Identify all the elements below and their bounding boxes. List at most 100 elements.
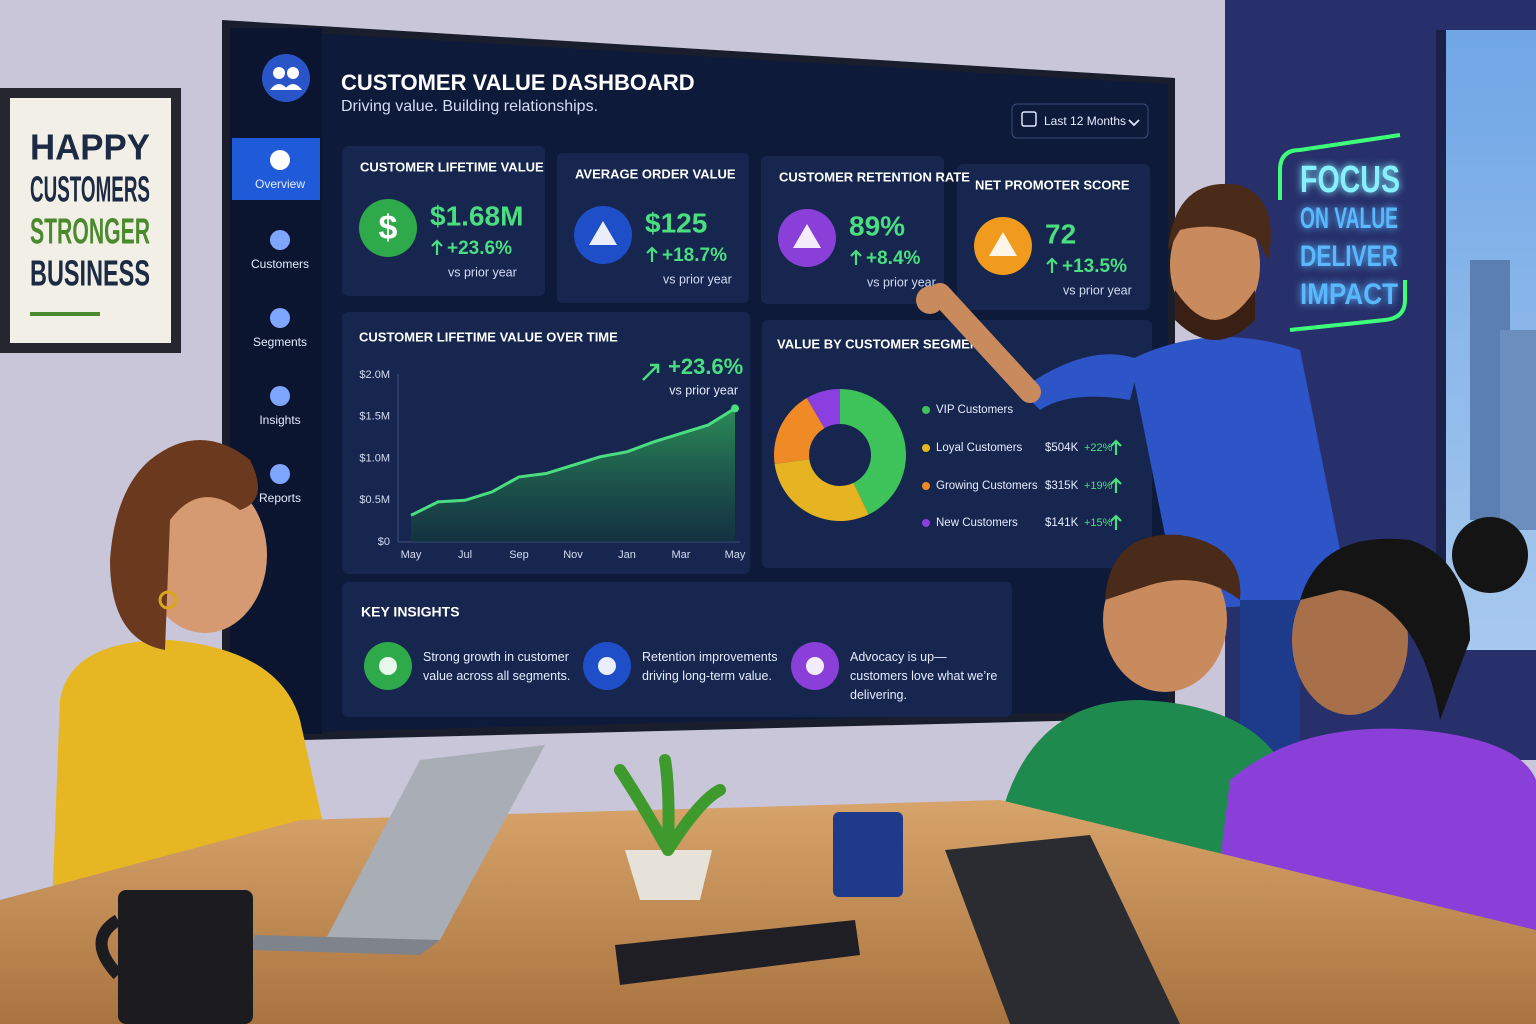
kpi-comparison: vs prior year (448, 265, 517, 279)
y-tick-label: $1.5M (359, 411, 390, 423)
neon-line: DELIVER (1300, 240, 1398, 273)
up-arrow (1110, 477, 1122, 493)
value-label: $504K (1045, 442, 1079, 454)
kpi-label: AVERAGE ORDER VALUE (575, 166, 736, 181)
hair (1105, 534, 1241, 600)
insight-icon-glyph (379, 657, 397, 675)
nav-label[interactable]: Overview (255, 177, 305, 191)
up-arrow (850, 249, 862, 265)
kpi-card (557, 153, 749, 303)
laptop (320, 745, 545, 950)
insight-text: Retention improvements driving long-term… (642, 650, 778, 683)
kpi-value: $125 (645, 207, 707, 238)
calendar-icon (1021, 111, 1037, 127)
mug-handle (95, 914, 123, 980)
earring (158, 590, 178, 610)
trend-icon (642, 363, 660, 381)
x-tick-label: Nov (563, 549, 583, 561)
mug (118, 890, 253, 1024)
dashboard-title: CUSTOMER VALUE DASHBOARD (341, 70, 695, 95)
hair (110, 440, 258, 650)
nav-label[interactable]: Customers (251, 257, 309, 271)
nav-icon (270, 464, 290, 484)
plant-pot (625, 850, 712, 900)
line-series (410, 407, 736, 517)
logo (262, 54, 310, 102)
nav-label[interactable]: Insights (259, 413, 300, 427)
kpi-comparison: vs prior year (867, 275, 936, 289)
presenter-legs (1240, 600, 1300, 750)
kpi-icon (359, 199, 417, 257)
legend-swatch (922, 482, 930, 490)
legend-swatch (922, 444, 930, 452)
pie-slice (774, 459, 869, 521)
insight-icon-glyph (598, 657, 616, 675)
annotation-subtext: vs prior year (669, 383, 738, 397)
chart-title: VALUE BY CUSTOMER SEGMENT (777, 336, 987, 351)
date-filter-label: Last 12 Months (1044, 114, 1126, 128)
x-tick-label: Jan (618, 549, 636, 561)
cards (342, 146, 1152, 717)
change-label: +15% (1084, 517, 1113, 529)
kpi-change: +23.6% (447, 238, 512, 259)
presenter-arm (1020, 354, 1140, 410)
x-tick-label: Mar (672, 549, 691, 561)
pie-slice (806, 389, 840, 429)
kpi-change: +8.4% (866, 248, 921, 269)
nav-icon (270, 308, 290, 328)
sidebar (230, 28, 322, 734)
nav-icon (270, 150, 290, 170)
poster-line: BUSINESS (30, 253, 150, 294)
legend-label: New Customers (936, 517, 1018, 529)
insight-text: Strong growth in customer value across a… (423, 650, 571, 683)
date-filter[interactable] (1011, 103, 1149, 139)
logo-icon (287, 67, 299, 79)
window-frame (1436, 30, 1446, 650)
up-arrow (1110, 514, 1122, 530)
dropdown-caret (1128, 119, 1140, 127)
tablet (945, 835, 1180, 1024)
nav-label[interactable]: Reports (259, 491, 301, 505)
value-label: $141K (1045, 517, 1079, 529)
legend-label: Loyal Customers (936, 442, 1023, 454)
plant (614, 754, 726, 856)
logo-icon (270, 84, 302, 90)
kpi-card (342, 146, 545, 296)
insight-icon-glyph (806, 657, 824, 675)
up-arrow (431, 239, 443, 255)
neon-line: IMPACT (1300, 278, 1398, 311)
nav-icon (270, 386, 290, 406)
y-tick-label: $0 (378, 536, 390, 548)
kpi-change: +18.7% (662, 245, 727, 266)
kpi-comparison: vs prior year (663, 272, 732, 286)
legend-swatch (922, 406, 930, 414)
kpi-icon-glyph (989, 232, 1017, 256)
x-tick-label: Jul (458, 549, 472, 561)
y-tick-label: $0.5M (359, 494, 390, 506)
presenter-forearm (929, 283, 1041, 403)
annotation: +23.6% (668, 354, 743, 379)
legend-swatch (922, 519, 930, 527)
x-tick-label: Sep (509, 549, 529, 561)
poster (10, 98, 171, 343)
kpi-card (761, 156, 944, 304)
nav-label[interactable]: Segments (253, 335, 307, 349)
nav-icon (270, 230, 290, 250)
presenter-beard (1175, 290, 1255, 340)
kpi-label: NET PROMOTER SCORE (975, 177, 1130, 192)
kpi-value: $1.68M (430, 200, 523, 231)
presenter-hair (1168, 183, 1271, 260)
notebook (615, 920, 860, 985)
poster-line: HAPPY (30, 127, 150, 168)
neon-frame (1289, 280, 1407, 332)
hair-bun (1452, 517, 1528, 593)
y-tick-label: $1.0M (359, 452, 390, 464)
insights-card (342, 582, 1012, 717)
mug-blue (833, 812, 903, 897)
dashboard-subtitle: Driving value. Building relationships. (341, 98, 598, 115)
kpi-value: 72 (1045, 218, 1076, 249)
